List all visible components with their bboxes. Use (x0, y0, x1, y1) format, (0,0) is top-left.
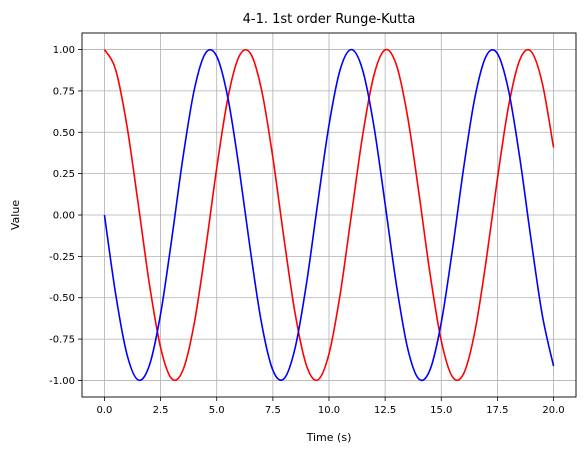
y-tick-label: 0.50 (53, 128, 75, 139)
x-tick-label: 5.0 (209, 405, 225, 416)
y-tick-label: 1.00 (53, 45, 75, 56)
series-line-1 (103, 48, 555, 382)
y-tick-label: 0.75 (53, 86, 75, 97)
y-tick-label: -0.75 (49, 335, 75, 346)
y-axis-label: Value (9, 200, 22, 230)
x-tick-label: 2.5 (153, 405, 169, 416)
series-group (103, 48, 555, 382)
grid (82, 33, 576, 397)
x-axis-label: Time (s) (306, 431, 352, 444)
x-tick-label: 17.5 (486, 405, 508, 416)
y-tick-label: -0.50 (49, 293, 75, 304)
x-axis-ticks: 0.0 2.5 5.0 7.5 10.0 12.5 15.0 17.5 20.0 (97, 397, 565, 416)
y-axis-ticks: -1.00 -0.75 -0.50 -0.25 0.00 0.25 0.50 0.75 1.00 (49, 45, 82, 387)
x-tick-label: 10.0 (318, 405, 340, 416)
chart-title: 4-1. 1st order Runge-Kutta (243, 12, 416, 27)
y-tick-label: 0.00 (53, 211, 75, 222)
y-tick-label: -0.25 (49, 252, 75, 263)
x-tick-label: 7.5 (265, 405, 281, 416)
y-tick-label: -1.00 (49, 376, 75, 387)
x-tick-label: 12.5 (374, 405, 396, 416)
x-tick-label: 20.0 (542, 405, 564, 416)
x-tick-label: 15.0 (430, 405, 452, 416)
x-tick-label: 0.0 (97, 405, 113, 416)
y-tick-label: 0.25 (53, 169, 75, 180)
series-line-2 (103, 48, 555, 382)
